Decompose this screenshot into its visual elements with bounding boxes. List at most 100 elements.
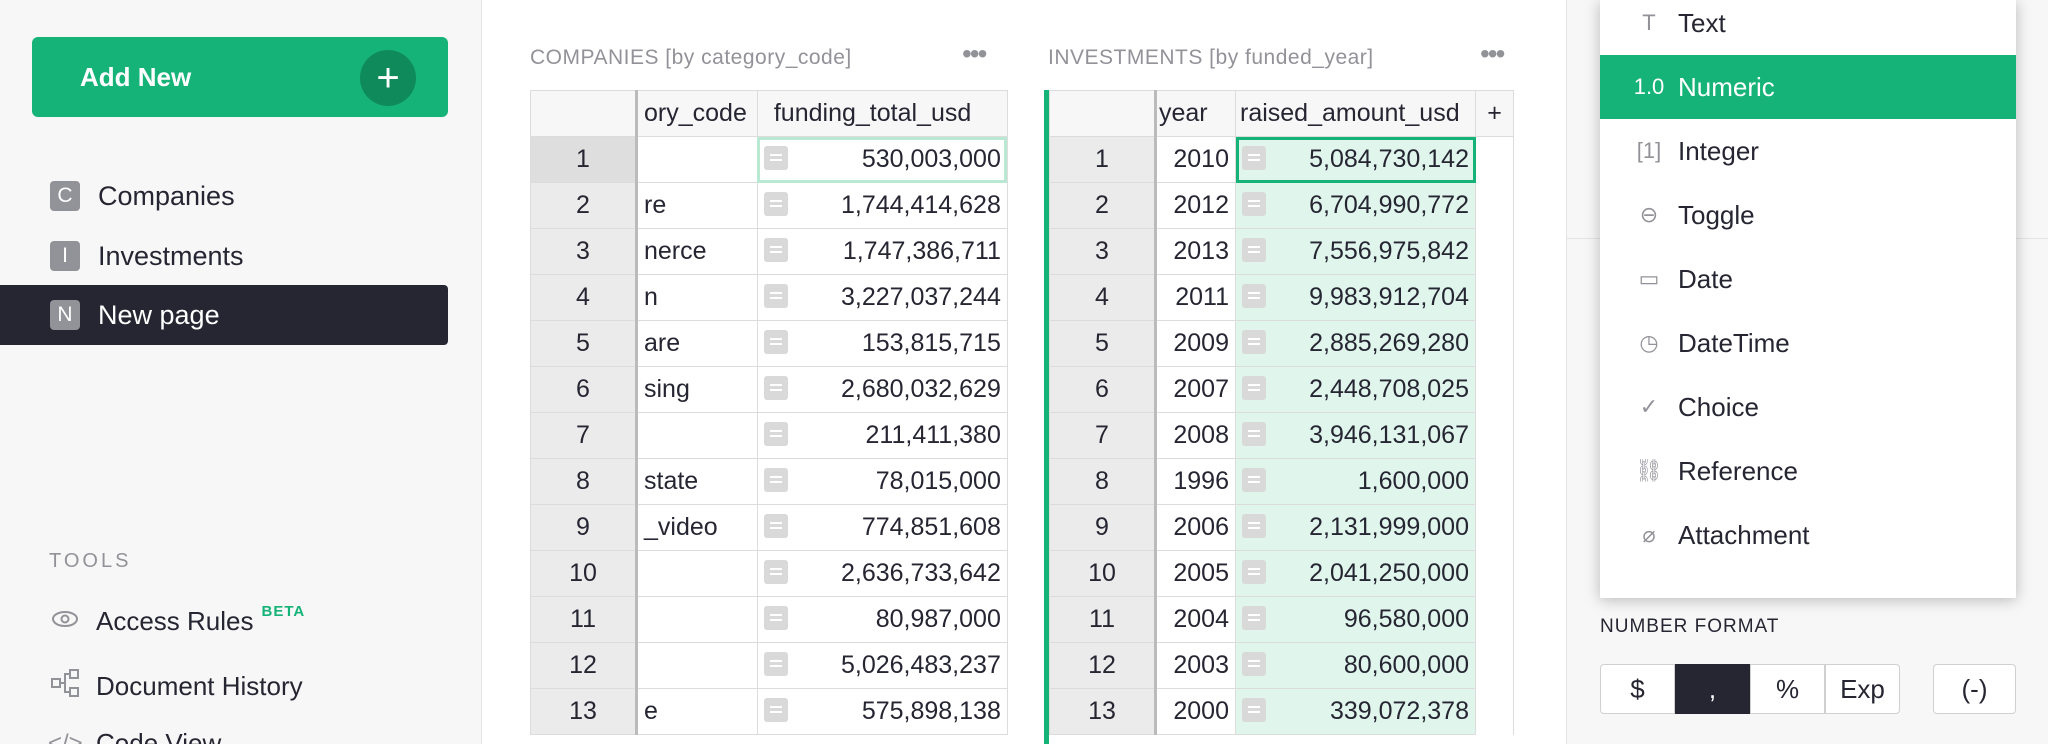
- raised-amount-cell[interactable]: 339,072,378: [1235, 688, 1476, 735]
- row-number[interactable]: 7: [530, 412, 637, 459]
- page-item-new-page[interactable]: N New page: [0, 285, 448, 345]
- investments-menu-icon[interactable]: •••: [1480, 38, 1505, 69]
- category-code-cell[interactable]: [635, 550, 758, 597]
- percent-format-button[interactable]: %: [1750, 664, 1825, 714]
- category-code-cell[interactable]: sing: [635, 366, 758, 413]
- row-number[interactable]: 11: [1049, 596, 1156, 643]
- funded-year-cell[interactable]: 2007: [1154, 366, 1236, 413]
- funded-year-cell[interactable]: 2000: [1154, 688, 1236, 735]
- funding-total-cell[interactable]: 2,680,032,629: [756, 366, 1008, 413]
- category-code-cell[interactable]: nerce: [635, 228, 758, 275]
- category-code-cell[interactable]: [635, 136, 758, 183]
- category-code-cell[interactable]: e: [635, 688, 758, 735]
- type-option-text[interactable]: T Text: [1600, 0, 2016, 55]
- funded-year-cell[interactable]: 2008: [1154, 412, 1236, 459]
- access-rules-link[interactable]: Access Rules BETA: [48, 603, 305, 637]
- funded-year-cell[interactable]: 2004: [1154, 596, 1236, 643]
- row-number[interactable]: 7: [1049, 412, 1156, 459]
- funded-year-cell[interactable]: 2011: [1154, 274, 1236, 321]
- funded-year-cell[interactable]: 2012: [1154, 182, 1236, 229]
- code-view-link[interactable]: </> Code View: [48, 728, 221, 744]
- funded-year-cell[interactable]: 2010: [1154, 136, 1236, 183]
- companies-menu-icon[interactable]: •••: [962, 38, 987, 69]
- funding-total-cell[interactable]: 80,987,000: [756, 596, 1008, 643]
- raised-amount-cell[interactable]: 1,600,000: [1235, 458, 1476, 505]
- category-code-cell[interactable]: [635, 642, 758, 689]
- page-item-companies[interactable]: C Companies: [0, 166, 448, 226]
- funding-total-cell[interactable]: 211,411,380: [756, 412, 1008, 459]
- row-number[interactable]: 6: [1049, 366, 1156, 413]
- category-code-cell[interactable]: re: [635, 182, 758, 229]
- thousands-format-button[interactable]: ,: [1675, 664, 1750, 714]
- type-option-choice[interactable]: ✓ Choice: [1600, 375, 2016, 439]
- funding-total-cell[interactable]: 153,815,715: [756, 320, 1008, 367]
- funding-total-cell[interactable]: 1,747,386,711: [756, 228, 1008, 275]
- raised-amount-cell[interactable]: 96,580,000: [1235, 596, 1476, 643]
- type-option-date[interactable]: ▭ Date: [1600, 247, 2016, 311]
- raised-amount-cell[interactable]: 2,131,999,000: [1235, 504, 1476, 551]
- raised-amount-cell[interactable]: 3,946,131,067: [1235, 412, 1476, 459]
- type-option-reference[interactable]: ⛓ Reference: [1600, 439, 2016, 503]
- funding-total-cell[interactable]: 1,744,414,628: [756, 182, 1008, 229]
- type-option-attachment[interactable]: ⌀ Attachment: [1600, 503, 2016, 567]
- row-number[interactable]: 12: [1049, 642, 1156, 689]
- row-number[interactable]: 8: [530, 458, 637, 505]
- funded-year-cell[interactable]: 1996: [1154, 458, 1236, 505]
- row-number[interactable]: 1: [530, 136, 637, 183]
- row-number[interactable]: 5: [1049, 320, 1156, 367]
- raised-amount-cell[interactable]: 2,885,269,280: [1235, 320, 1476, 367]
- category-code-cell[interactable]: n: [635, 274, 758, 321]
- funding-total-cell[interactable]: 2,636,733,642: [756, 550, 1008, 597]
- row-number[interactable]: 12: [530, 642, 637, 689]
- raised-amount-cell[interactable]: 9,983,912,704: [1235, 274, 1476, 321]
- type-option-datetime[interactable]: ◷ DateTime: [1600, 311, 2016, 375]
- column-header-category-code[interactable]: ory_code: [635, 90, 758, 137]
- raised-amount-cell[interactable]: 80,600,000: [1235, 642, 1476, 689]
- row-number[interactable]: 9: [1049, 504, 1156, 551]
- row-number[interactable]: 4: [530, 274, 637, 321]
- funding-total-cell[interactable]: 575,898,138: [756, 688, 1008, 735]
- page-item-investments[interactable]: I Investments: [0, 226, 448, 286]
- raised-amount-cell[interactable]: 7,556,975,842: [1235, 228, 1476, 275]
- raised-amount-cell[interactable]: 2,041,250,000: [1235, 550, 1476, 597]
- raised-amount-cell[interactable]: 2,448,708,025: [1235, 366, 1476, 413]
- row-number[interactable]: 1: [1049, 136, 1156, 183]
- funded-year-cell[interactable]: 2013: [1154, 228, 1236, 275]
- column-header-funded-year[interactable]: year: [1154, 90, 1236, 137]
- type-option-integer[interactable]: [1] Integer: [1600, 119, 2016, 183]
- column-header-funding-total-usd[interactable]: funding_total_usd: [756, 90, 1008, 137]
- exponent-format-button[interactable]: Exp: [1825, 664, 1900, 714]
- funding-total-cell[interactable]: 774,851,608: [756, 504, 1008, 551]
- raised-amount-cell[interactable]: 5,084,730,142: [1235, 136, 1476, 183]
- row-number[interactable]: 5: [530, 320, 637, 367]
- parens-format-button[interactable]: (-): [1933, 664, 2016, 714]
- funding-total-cell[interactable]: 530,003,000: [756, 136, 1008, 183]
- row-number[interactable]: 4: [1049, 274, 1156, 321]
- row-number[interactable]: 8: [1049, 458, 1156, 505]
- funding-total-cell[interactable]: 5,026,483,237: [756, 642, 1008, 689]
- raised-amount-cell[interactable]: 6,704,990,772: [1235, 182, 1476, 229]
- row-number[interactable]: 2: [1049, 182, 1156, 229]
- type-option-toggle[interactable]: ⊖ Toggle: [1600, 183, 2016, 247]
- row-number[interactable]: 3: [530, 228, 637, 275]
- row-number[interactable]: 10: [1049, 550, 1156, 597]
- row-number[interactable]: 6: [530, 366, 637, 413]
- row-number[interactable]: 13: [530, 688, 637, 735]
- row-number[interactable]: 2: [530, 182, 637, 229]
- row-number[interactable]: 11: [530, 596, 637, 643]
- category-code-cell[interactable]: state: [635, 458, 758, 505]
- row-number[interactable]: 10: [530, 550, 637, 597]
- type-option-numeric[interactable]: 1.0 Numeric: [1600, 55, 2016, 119]
- row-number[interactable]: 13: [1049, 688, 1156, 735]
- funding-total-cell[interactable]: 3,227,037,244: [756, 274, 1008, 321]
- row-number[interactable]: 3: [1049, 228, 1156, 275]
- add-new-button[interactable]: Add New +: [32, 37, 448, 117]
- add-column-button[interactable]: +: [1475, 90, 1514, 137]
- row-number[interactable]: 9: [530, 504, 637, 551]
- currency-format-button[interactable]: $: [1600, 664, 1675, 714]
- funding-total-cell[interactable]: 78,015,000: [756, 458, 1008, 505]
- category-code-cell[interactable]: are: [635, 320, 758, 367]
- category-code-cell[interactable]: [635, 596, 758, 643]
- category-code-cell[interactable]: _video: [635, 504, 758, 551]
- funded-year-cell[interactable]: 2006: [1154, 504, 1236, 551]
